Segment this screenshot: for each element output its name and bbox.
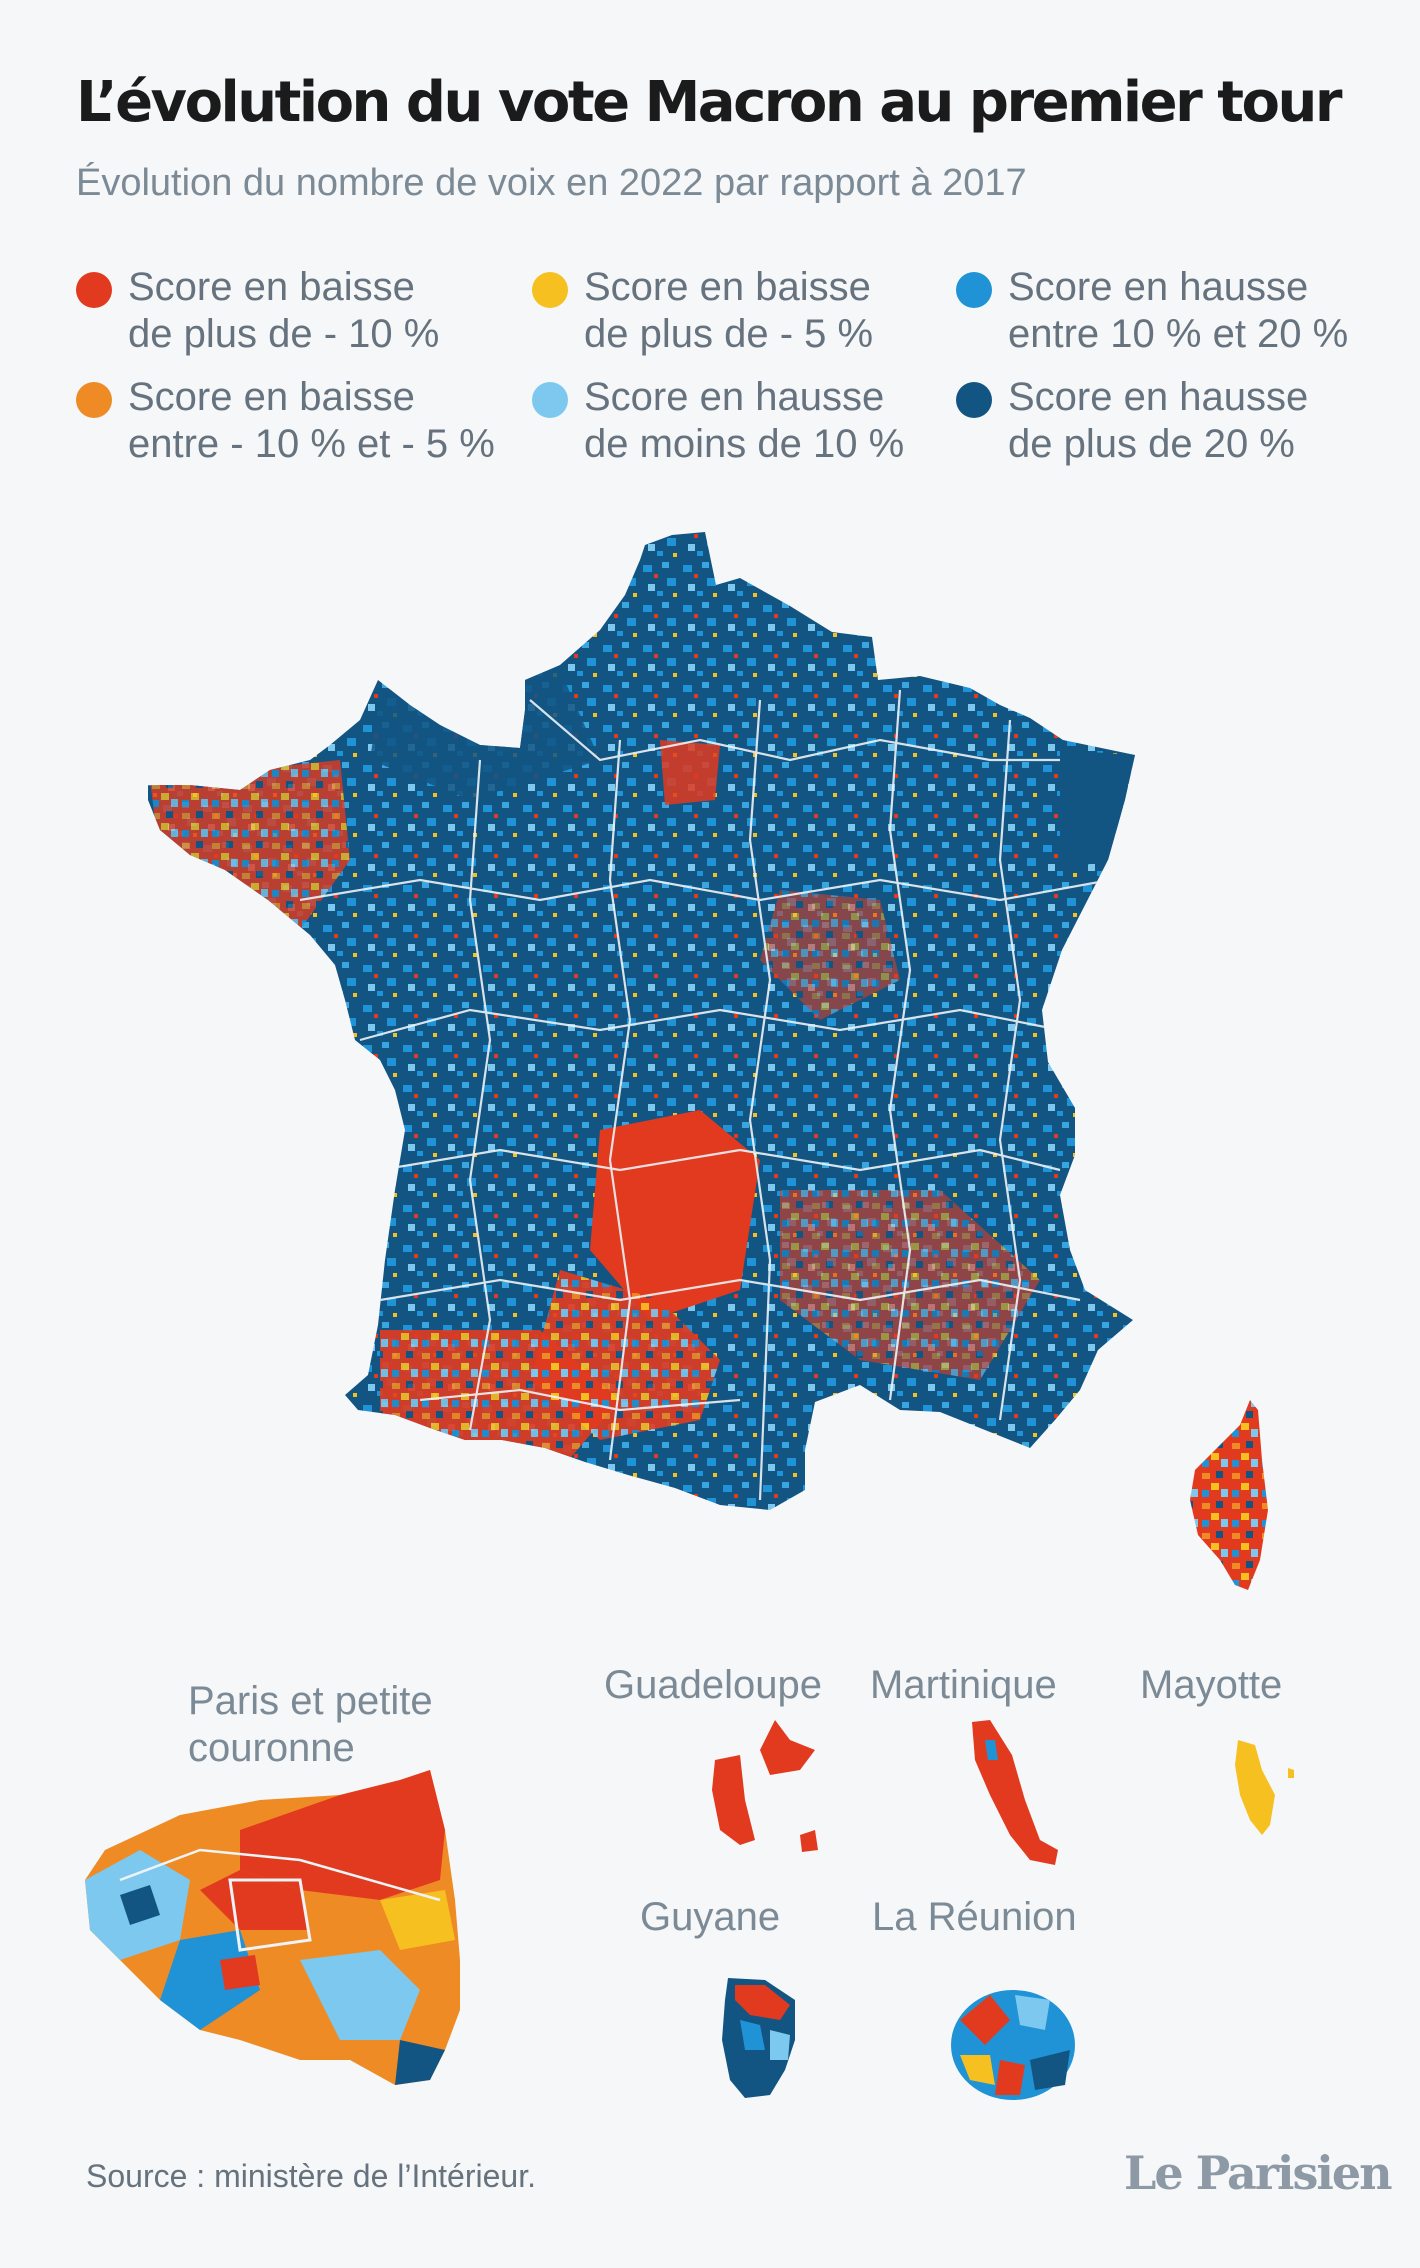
- legend-label-line1: Score en baisse: [128, 375, 415, 419]
- legend-swatch-orange: [76, 382, 112, 418]
- legend-swatch-yellow: [532, 272, 568, 308]
- mainland-france: [148, 532, 1135, 1510]
- legend-swatch-red: [76, 272, 112, 308]
- legend-swatch-light-blue: [532, 382, 568, 418]
- legend-label-line2: de plus de - 10 %: [128, 312, 440, 356]
- legend-label-line2: entre 10 % et 20 %: [1008, 312, 1349, 356]
- legend-label-line1: Score en hausse: [1008, 375, 1309, 419]
- martinique-label: Martinique: [870, 1663, 1057, 1707]
- legend-label-line2: de moins de 10 %: [584, 422, 905, 466]
- legend-label-line1: Score en baisse: [128, 265, 415, 309]
- legend-swatch-dark-blue: [956, 382, 992, 418]
- guadeloupe-map: [712, 1720, 818, 1852]
- legend-label-line1: Score en hausse: [1008, 265, 1309, 309]
- legend-label-line1: Score en hausse: [584, 375, 885, 419]
- mayotte-label: Mayotte: [1140, 1663, 1283, 1707]
- legend-label-line2: de plus de - 5 %: [584, 312, 874, 356]
- reunion-map: [951, 1990, 1075, 2100]
- legend-label-line1: Score en baisse: [584, 265, 871, 309]
- mayotte-map: [1235, 1740, 1294, 1835]
- paris-inset-map: [85, 1770, 460, 2085]
- guadeloupe-label: Guadeloupe: [604, 1663, 822, 1707]
- paris-inset-label: Paris et petite couronne: [188, 1679, 433, 1770]
- corsica: [1190, 1400, 1268, 1590]
- guyane-label: Guyane: [640, 1895, 781, 1939]
- legend-swatch-blue: [956, 272, 992, 308]
- guyane-map: [722, 1978, 795, 2098]
- map-subtitle: Évolution du nombre de voix en 2022 par …: [76, 162, 1027, 204]
- source-note: Source : ministère de l’Intérieur.: [86, 2158, 536, 2194]
- legend-label-line2: de plus de 20 %: [1008, 422, 1295, 466]
- legend-label-line2: entre - 10 % et - 5 %: [128, 422, 495, 466]
- martinique-map: [972, 1720, 1058, 1865]
- reunion-label: La Réunion: [872, 1895, 1077, 1939]
- le-parisien-logo: Le Parisien: [1124, 2146, 1393, 2200]
- map-title: L’évolution du vote Macron au premier to…: [76, 70, 1342, 135]
